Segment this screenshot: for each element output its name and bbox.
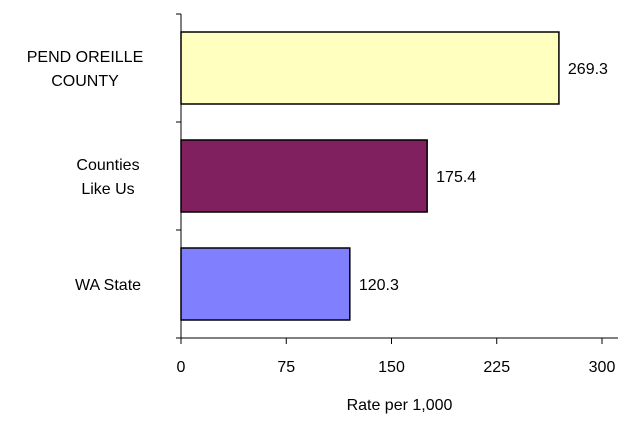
bar-value-label: 175.4 [436,169,476,186]
category-label: WA State [75,277,141,294]
x-tick-label: 225 [483,359,510,376]
x-tick-label: 300 [589,359,616,376]
bar-value-label: 120.3 [359,277,399,294]
data-labels: 269.3 175.4 120.3 [359,61,608,294]
category-label-line: PEND OREILLE [27,49,143,66]
axes [176,13,618,339]
bars-layer [180,31,560,321]
category-label: PEND OREILLE COUNTY [27,49,143,90]
x-tick-label: 0 [177,359,186,376]
x-tick-label: 150 [378,359,405,376]
category-label: Counties Like Us [76,157,139,198]
category-label-line: Like Us [81,181,134,198]
category-label-line: WA State [75,277,141,294]
x-tick-label: 75 [277,359,295,376]
bar-value-label: 269.3 [568,61,608,78]
bar [180,247,351,321]
category-labels: PEND OREILLE COUNTY Counties Like Us WA Stat… [27,49,143,294]
bar [180,31,560,105]
x-axis-ticks: 0 75 150 225 300 [177,338,616,376]
x-axis-title: Rate per 1,000 [347,397,453,414]
category-label-line: COUNTY [51,73,119,90]
bar [180,139,428,213]
category-label-line: Counties [76,157,139,174]
